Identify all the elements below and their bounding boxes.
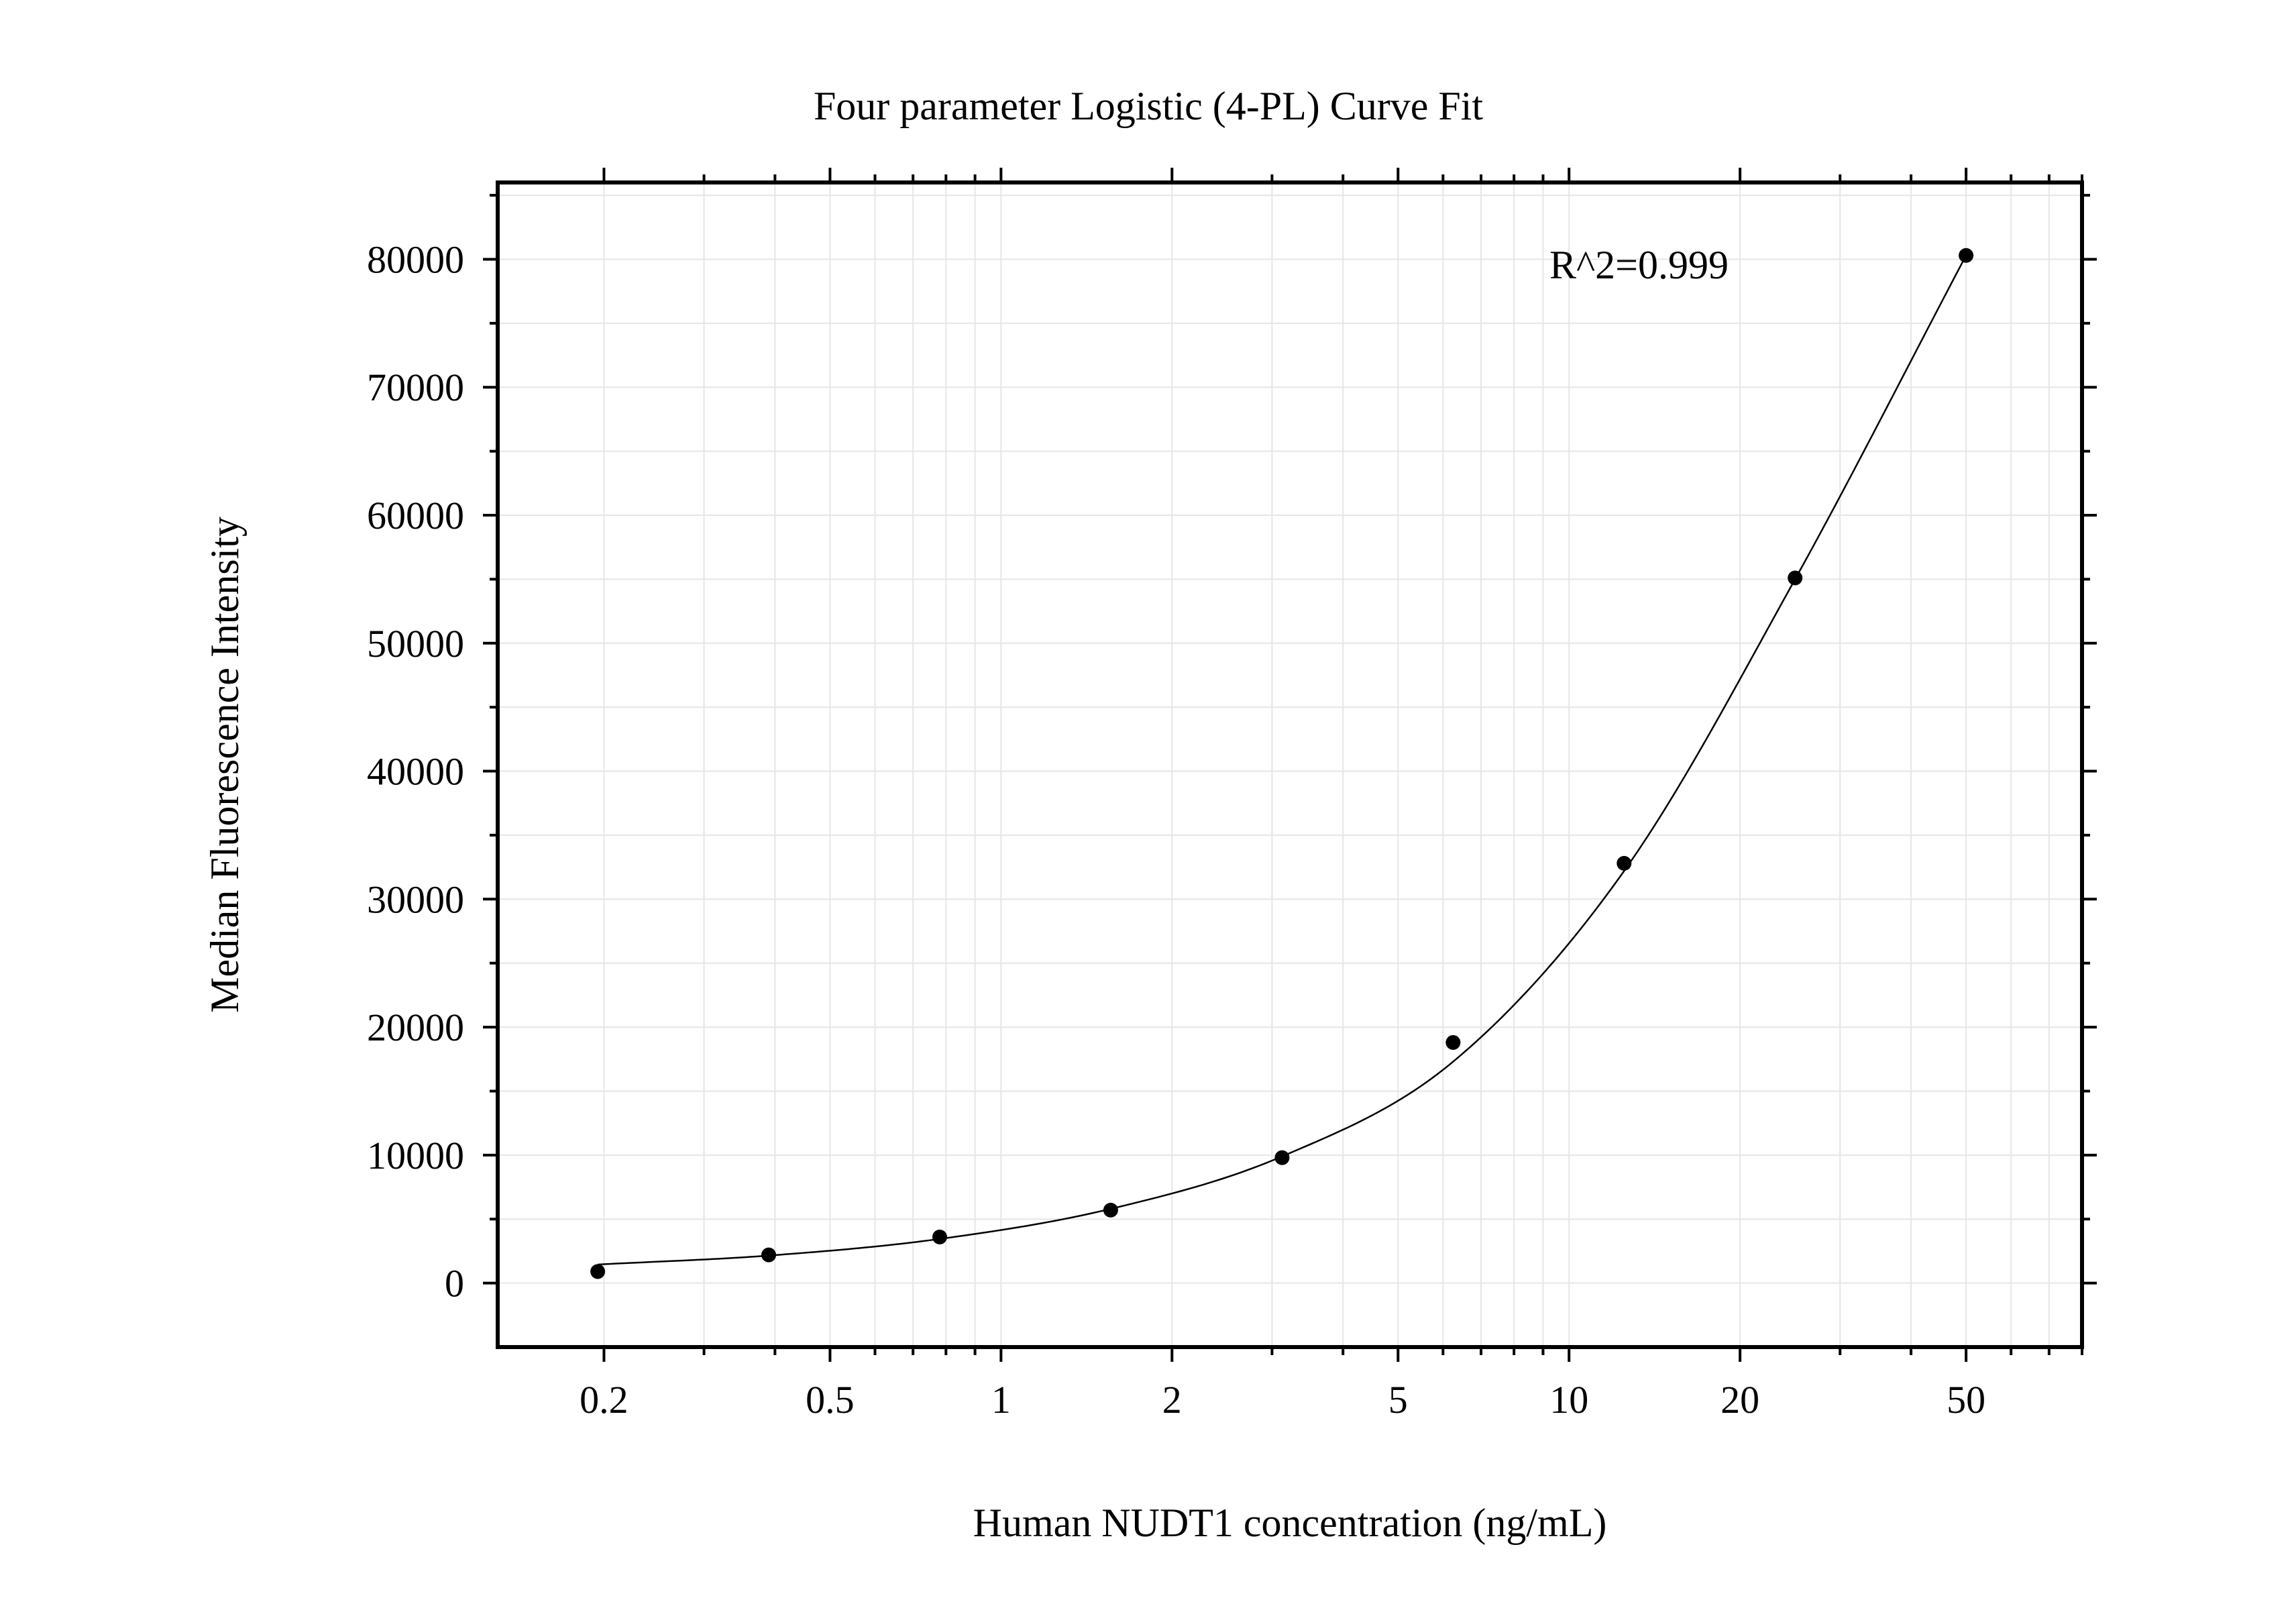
x-tick-label: 0.5 bbox=[806, 1378, 855, 1422]
data-point bbox=[932, 1229, 947, 1244]
x-axis-label: Human NUDT1 concentration (ng/mL) bbox=[973, 1501, 1607, 1545]
data-point bbox=[1788, 570, 1803, 586]
data-point bbox=[590, 1264, 606, 1279]
y-tick-label: 10000 bbox=[367, 1134, 464, 1177]
data-point bbox=[1959, 248, 1974, 263]
y-tick-label: 80000 bbox=[367, 237, 464, 281]
x-tick-label: 1 bbox=[991, 1378, 1011, 1422]
x-tick-label: 0.2 bbox=[580, 1378, 628, 1422]
y-axis-label: Median Fluorescence Intensity bbox=[203, 517, 247, 1013]
y-tick-label: 20000 bbox=[367, 1006, 464, 1049]
tick-labels: 0.2 0.5 1 2 5 10 20 50 0 10000 20000 30000 40000 5000… bbox=[367, 237, 1985, 1422]
data-point bbox=[761, 1247, 777, 1263]
data-point bbox=[1274, 1150, 1290, 1165]
data-point bbox=[1445, 1034, 1461, 1050]
x-tick-label: 5 bbox=[1388, 1378, 1408, 1422]
x-tick-label: 10 bbox=[1549, 1378, 1588, 1422]
y-tick-label: 60000 bbox=[367, 494, 464, 537]
x-tick-label: 2 bbox=[1162, 1378, 1182, 1422]
data-point bbox=[1617, 855, 1632, 871]
chart-title: Four parameter Logistic (4-PL) Curve Fit bbox=[814, 84, 1483, 128]
y-tick-label: 40000 bbox=[367, 750, 464, 794]
r-squared-annotation: R^2=0.999 bbox=[1549, 243, 1729, 287]
data-points-layer bbox=[590, 248, 1974, 1279]
x-tick-label: 50 bbox=[1947, 1378, 1985, 1422]
y-tick-label: 70000 bbox=[367, 366, 464, 409]
x-tick-label: 20 bbox=[1720, 1378, 1759, 1422]
y-tick-label: 30000 bbox=[367, 877, 464, 921]
y-tick-label: 0 bbox=[445, 1262, 464, 1305]
axis-ticks bbox=[483, 168, 2097, 1362]
y-tick-label: 50000 bbox=[367, 622, 464, 665]
plot-frame bbox=[496, 180, 2084, 1349]
data-point bbox=[1103, 1202, 1118, 1218]
